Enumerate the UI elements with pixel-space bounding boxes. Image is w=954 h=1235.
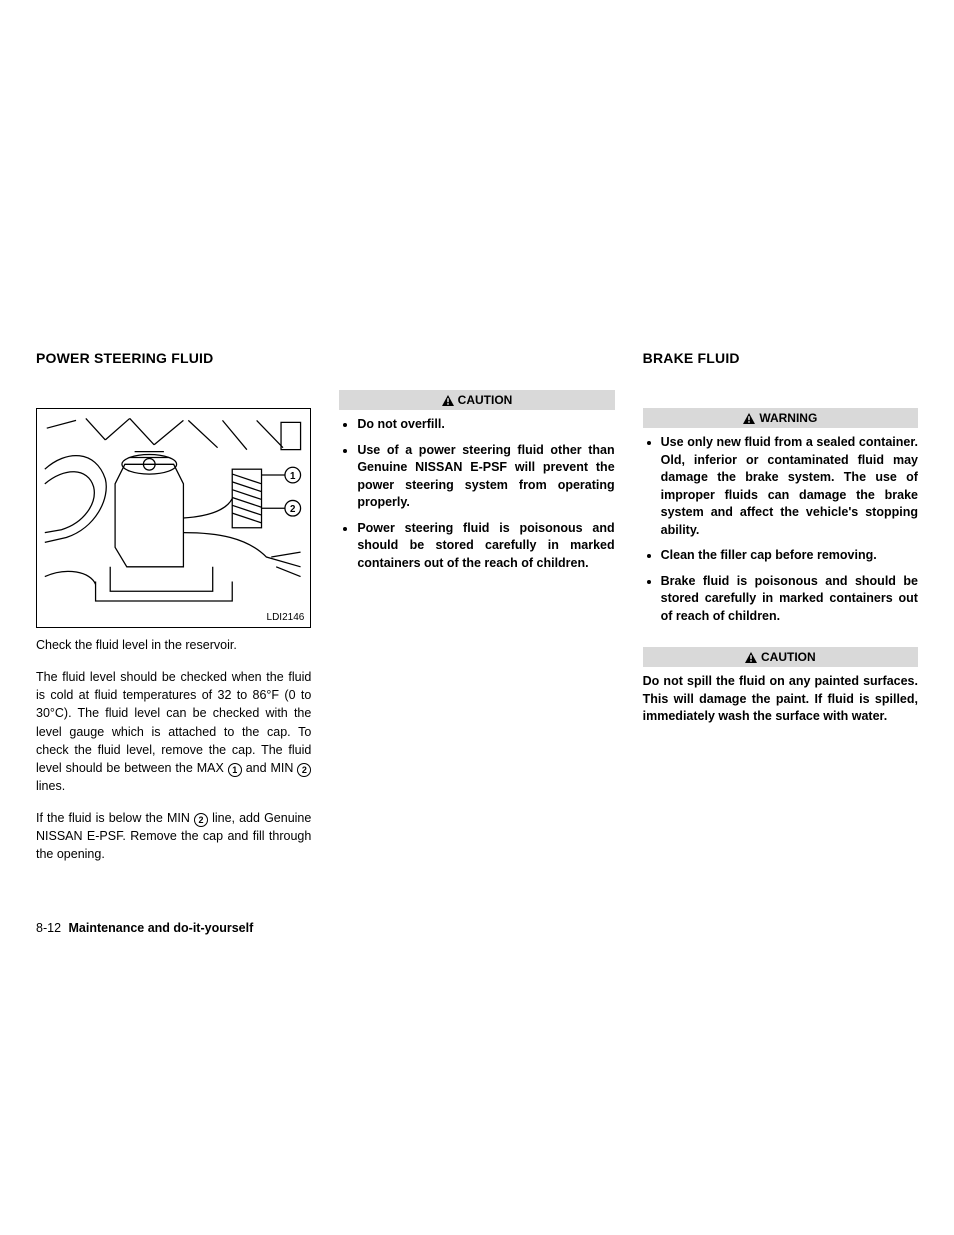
- warning-bar: WARNING: [643, 408, 918, 428]
- caution-bullet-2: Use of a power steering fluid other than…: [357, 442, 614, 512]
- caution-bar-col2: CAUTION: [339, 390, 614, 410]
- p-fluid-temp: The fluid level should be checked when t…: [36, 668, 311, 795]
- figure-reservoir: 1 2 LDI2146: [36, 408, 311, 628]
- caution-text-col3: Do not spill the fluid on any painted su…: [643, 673, 918, 726]
- p-below-min: If the fluid is below the MIN 2 line, ad…: [36, 809, 311, 863]
- warning-bullet-1: Use only new fluid from a sealed contain…: [661, 434, 918, 539]
- warning-bullet-3: Brake fluid is poisonous and should be s…: [661, 573, 918, 626]
- figure-callout-1: 1: [290, 471, 296, 482]
- reservoir-diagram-svg: 1 2: [37, 409, 310, 627]
- page-number: 8-12: [36, 921, 61, 935]
- p2-pre: The fluid level should be checked when t…: [36, 670, 311, 775]
- p-check-level: Check the fluid level in the reservoir.: [36, 636, 311, 654]
- figure-caption: LDI2146: [267, 612, 305, 623]
- p3-pre: If the fluid is below the MIN: [36, 811, 194, 825]
- column-3: BRAKE FLUID WARNING Use only new fluid f…: [643, 350, 918, 1235]
- warning-triangle-icon: [442, 395, 454, 406]
- caution-label-col3: CAUTION: [761, 650, 816, 664]
- caution-bullet-3: Power steering fluid is poisonous and sh…: [357, 520, 614, 573]
- warning-triangle-icon: [743, 413, 755, 424]
- p2-mid: and MIN: [242, 761, 298, 775]
- caution-label: CAUTION: [458, 393, 513, 407]
- chapter-title: Maintenance and do-it-yourself: [69, 921, 254, 935]
- circled-1: 1: [228, 763, 242, 777]
- warning-triangle-icon: [745, 652, 757, 663]
- figure-callout-2: 2: [290, 504, 296, 515]
- caution-list-col2: Do not overfill. Use of a power steering…: [339, 416, 614, 580]
- circled-2: 2: [297, 763, 311, 777]
- p2-post: lines.: [36, 779, 65, 793]
- heading-power-steering: POWER STEERING FLUID: [36, 350, 311, 366]
- warning-label: WARNING: [759, 411, 817, 425]
- heading-brake-fluid: BRAKE FLUID: [643, 350, 918, 366]
- column-2: CAUTION Do not overfill. Use of a power …: [339, 350, 614, 1235]
- caution-bar-col3: CAUTION: [643, 647, 918, 667]
- warning-list: Use only new fluid from a sealed contain…: [643, 434, 918, 633]
- caution-bullet-1: Do not overfill.: [357, 416, 614, 434]
- page-content: POWER STEERING FLUID: [36, 350, 918, 1235]
- circled-2b: 2: [194, 813, 208, 827]
- warning-bullet-2: Clean the filler cap before removing.: [661, 547, 918, 565]
- page-footer: 8-12 Maintenance and do-it-yourself: [36, 921, 253, 935]
- column-1: POWER STEERING FLUID: [36, 350, 311, 1235]
